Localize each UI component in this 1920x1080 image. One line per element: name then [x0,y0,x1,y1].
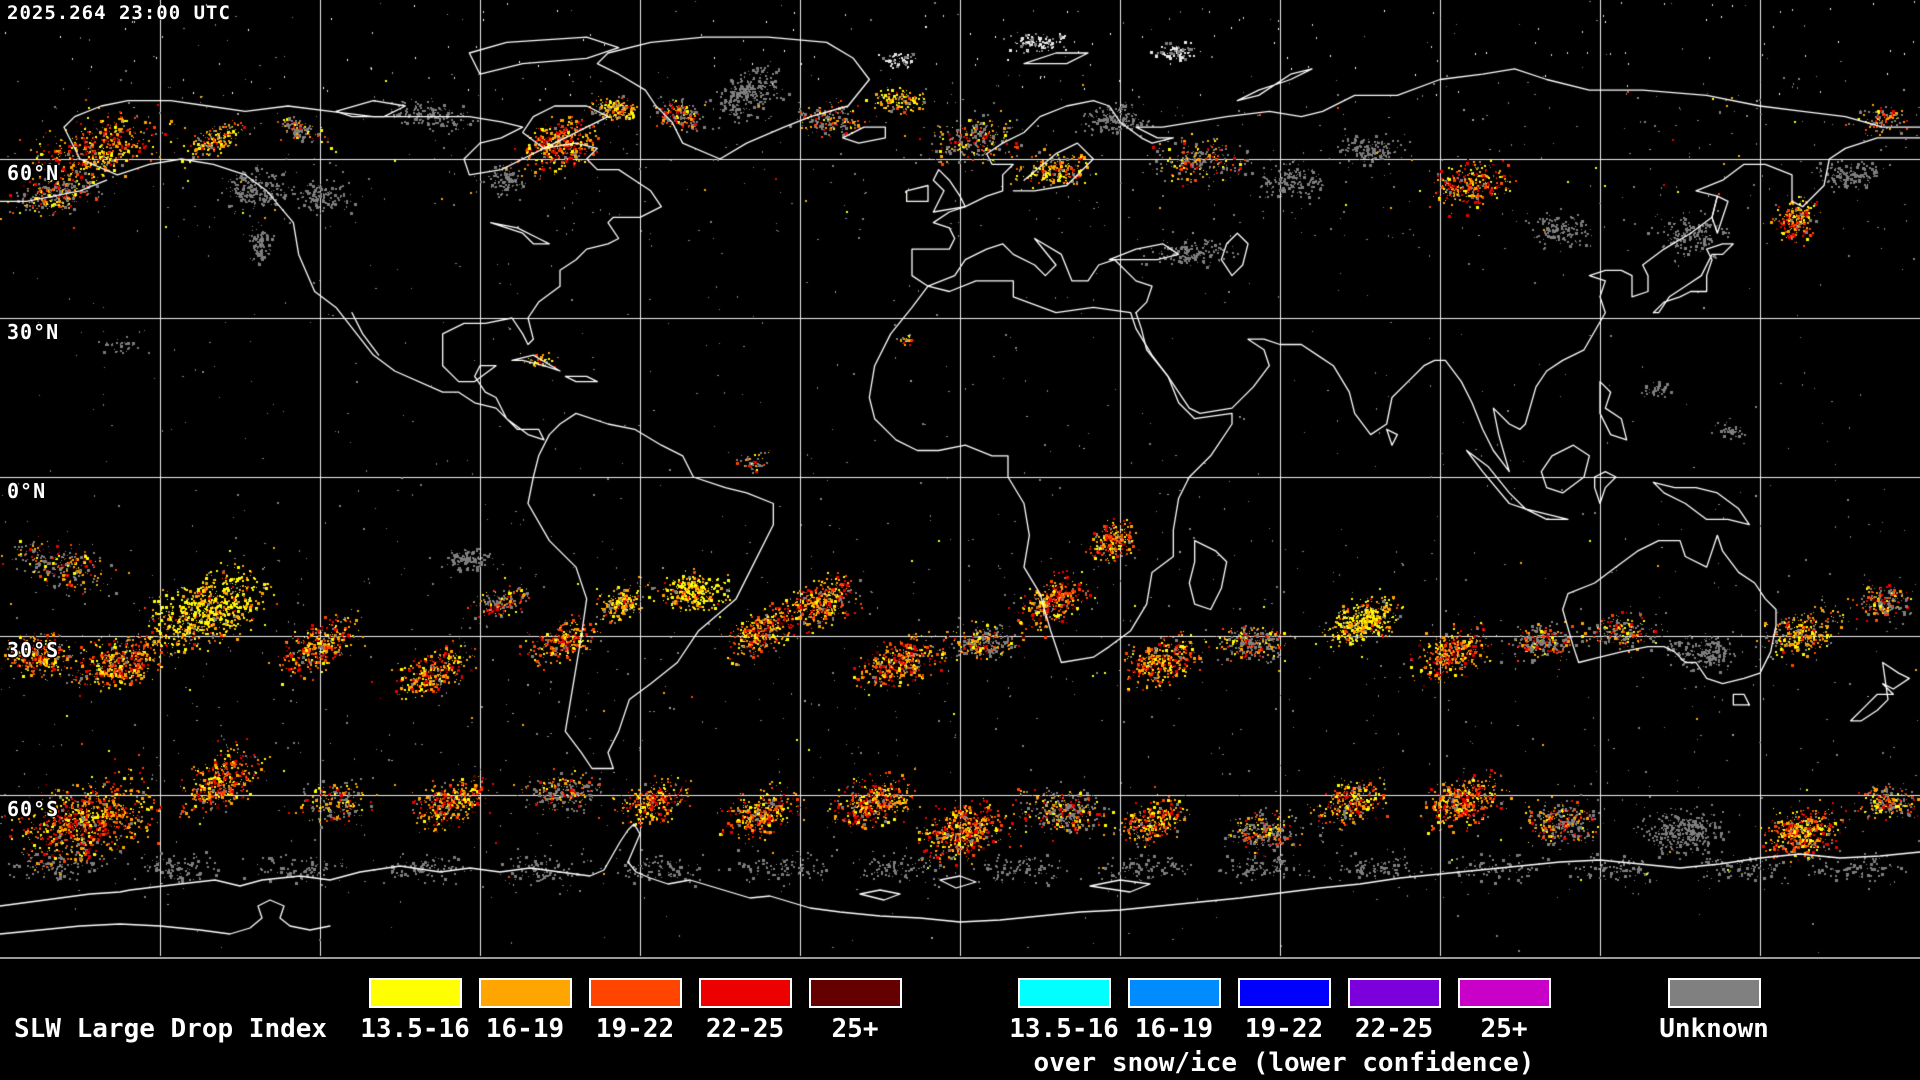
legend-label-ice-13.5-16: 13.5-16 [1009,1014,1119,1044]
legend-swatch-ice-19-22 [1238,978,1331,1008]
legend-label-std-16-19: 16-19 [485,1014,565,1044]
legend-label-ice-25plus: 25+ [1480,1014,1528,1044]
legend-label-ice-19-22: 19-22 [1244,1014,1324,1044]
legend-swatch-ice-22-25 [1348,978,1441,1008]
legend-swatch-unknown [1668,978,1761,1008]
legend-snow-ice-caption: over snow/ice (lower confidence) [1033,1048,1535,1078]
legend-label-unknown: Unknown [1659,1014,1769,1044]
latitude-label-60s: 60°S [7,797,60,821]
timestamp-label: 2025.264 23:00 UTC [7,2,231,24]
legend-label-ice-16-19: 16-19 [1134,1014,1214,1044]
legend-swatch-std-22-25 [699,978,792,1008]
legend-label-std-22-25: 22-25 [705,1014,785,1044]
legend-swatch-ice-13.5-16 [1018,978,1111,1008]
legend-label-std-19-22: 19-22 [595,1014,675,1044]
legend-swatch-std-19-22 [589,978,682,1008]
latitude-label-30n: 30°N [7,320,60,344]
legend-swatch-ice-16-19 [1128,978,1221,1008]
latitude-label-30s: 30°S [7,638,60,662]
latitude-label-0n: 0°N [7,479,47,503]
legend-swatch-ice-25plus [1458,978,1551,1008]
legend-label-std-13.5-16: 13.5-16 [360,1014,470,1044]
legend-label-std-25plus: 25+ [831,1014,879,1044]
world-map-canvas [0,0,1920,958]
legend-swatch-std-25plus [809,978,902,1008]
latitude-label-60n: 60°N [7,161,60,185]
legend-label-ice-22-25: 22-25 [1354,1014,1434,1044]
legend-swatch-std-16-19 [479,978,572,1008]
legend-title: SLW Large Drop Index [14,1014,328,1044]
legend-swatch-std-13.5-16 [369,978,462,1008]
map-legend-divider [0,957,1920,959]
